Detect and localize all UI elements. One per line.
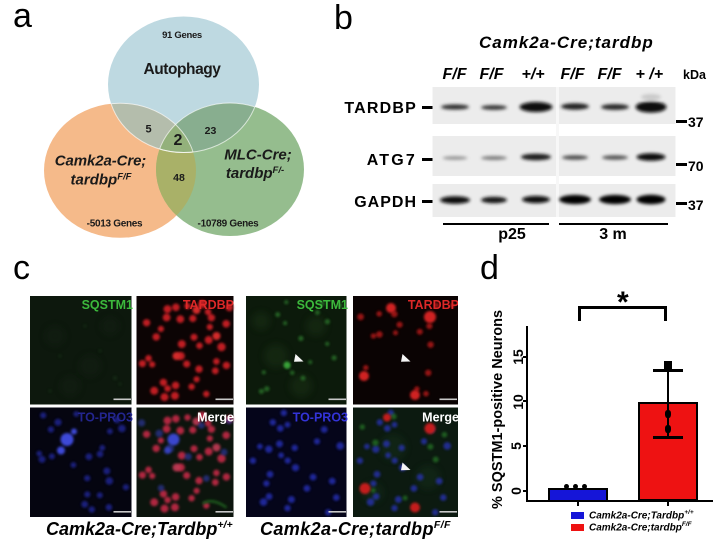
svg-text:-5013 Genes: -5013 Genes — [87, 219, 143, 230]
svg-text:Camk2a-Cre;: Camk2a-Cre; — [55, 153, 147, 170]
svg-text:tardbpF/-: tardbpF/- — [226, 165, 284, 183]
svg-text:TARDBP: TARDBP — [183, 298, 234, 312]
svg-text:-10789 Genes: -10789 Genes — [198, 219, 260, 230]
svg-text:MLC-Cre;: MLC-Cre; — [224, 147, 292, 164]
svg-text:SQSTM1: SQSTM1 — [297, 298, 348, 312]
svg-text:23: 23 — [205, 125, 217, 137]
svg-text:Autophagy: Autophagy — [144, 61, 222, 78]
svg-text:5: 5 — [145, 123, 151, 135]
svg-text:Merge: Merge — [197, 411, 234, 425]
svg-text:TO-PRO3: TO-PRO3 — [78, 411, 133, 425]
svg-text:91 Genes: 91 Genes — [162, 30, 202, 41]
svg-text:2: 2 — [174, 132, 183, 149]
svg-text:TO-PRO3: TO-PRO3 — [293, 411, 348, 425]
svg-text:TARDBP: TARDBP — [408, 298, 458, 312]
svg-text:tardbpF/F: tardbpF/F — [71, 171, 132, 189]
svg-text:Merge: Merge — [422, 411, 458, 425]
svg-text:SQSTM1: SQSTM1 — [82, 298, 133, 312]
svg-text:48: 48 — [173, 172, 185, 184]
